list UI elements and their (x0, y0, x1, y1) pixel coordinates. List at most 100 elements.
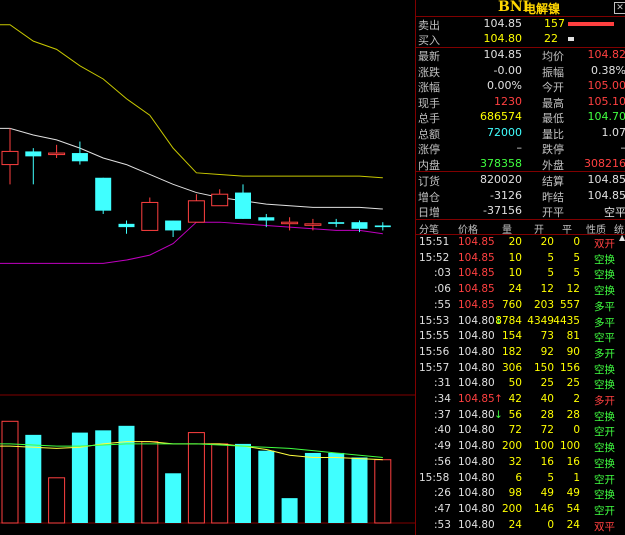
tick-price: 104.85 (458, 283, 495, 296)
bid-row: 买入 104.80 22 (416, 32, 625, 47)
tick-type: 空开 (594, 473, 615, 486)
mid-band-line (0, 127, 383, 210)
tick-price: 104.85 (458, 298, 495, 311)
tick-open: 25 (540, 377, 554, 390)
tick-time: 15:53 (419, 314, 450, 327)
tick-time: :40 (434, 424, 451, 437)
col-header-time: 分笔 (419, 225, 439, 236)
tick-row[interactable]: :03 104.85 10 5 5 空换 (416, 267, 625, 282)
candle-body (71, 153, 88, 162)
tick-row[interactable]: :26 104.80 98 49 49 空换 (416, 487, 625, 502)
tick-arrow: ↑ (494, 393, 503, 405)
quote-value: -0.00 (493, 63, 522, 77)
quote-value: 308216 (584, 156, 625, 170)
tick-row[interactable]: :47 104.80 200 146 54 空开 (416, 503, 625, 518)
tick-type: 空开 (594, 426, 615, 439)
ask-volume: 157 (544, 17, 565, 30)
bid-volume-bar (568, 37, 575, 41)
tick-type: 双开 (594, 238, 615, 250)
tick-open: 0 (547, 518, 554, 531)
quote-value: 0.00% (487, 79, 522, 92)
col-header-stat: 统 (614, 225, 624, 236)
tick-price: 104.80 (458, 345, 495, 358)
quote-row: 现手 1230 最高 105.10 (416, 95, 625, 110)
bid-label: 买入 (418, 34, 440, 47)
close-icon[interactable]: ✕ (614, 2, 625, 14)
tick-volume: 72 (508, 424, 522, 437)
quote-row: 最新 104.85 均价 104.82 (416, 48, 625, 63)
tick-open: 100 (533, 440, 554, 453)
tick-price: 104.80 (458, 487, 495, 500)
ask-price: 104.85 (483, 17, 523, 30)
quote-value: 686574 (480, 110, 522, 123)
candle-body (211, 193, 229, 207)
tick-volume: 6 (515, 471, 522, 484)
tick-volume: 56 (508, 408, 522, 421)
quote-row: 涨跌 -0.00 振幅 0.38% (416, 64, 625, 79)
tick-row[interactable]: :56 104.80 32 16 16 空换 (416, 456, 625, 471)
tick-volume: 760 (501, 298, 522, 311)
tick-volume: 200 (501, 502, 522, 515)
col-header-open: 开 (534, 225, 544, 236)
tick-row[interactable]: :34 104.85 ↑ 42 40 2 多开 (416, 393, 625, 408)
tick-row[interactable]: :40 104.80 72 72 0 空开 (416, 424, 625, 439)
tick-row[interactable]: :31 104.80 50 25 25 空换 (416, 377, 625, 392)
tick-volume: 8784 (495, 314, 522, 327)
volume-bar (211, 443, 229, 524)
candle-body (165, 220, 182, 231)
tick-price: 104.85 (458, 236, 495, 248)
tick-type: 多平 (594, 316, 615, 329)
tick-row[interactable]: 15:53 104.80 ↓ 8784 4349 4435 多平 (416, 315, 625, 330)
tick-row[interactable]: :49 104.80 200 100 100 空换 (416, 440, 625, 455)
tick-price: 104.85 (458, 267, 495, 280)
tick-price: 104.80 (458, 518, 495, 531)
tick-type: 空换 (594, 410, 615, 423)
position-label: 订货 (418, 175, 440, 188)
quote-value: 378358 (480, 156, 522, 170)
tick-price: 104.80 (458, 377, 495, 390)
scroll-up-icon[interactable]: ▲ (619, 233, 625, 242)
tick-volume: 24 (508, 518, 522, 531)
tick-row[interactable]: :55 104.85 760 203 557 多平 (416, 299, 625, 314)
quote-label: 最低 (542, 112, 564, 125)
quote-label: 涨跌 (418, 65, 440, 79)
tick-close: 5 (573, 267, 580, 280)
tick-price: 104.80 (458, 361, 495, 374)
tick-open: 73 (540, 330, 554, 343)
tick-open: 5 (547, 471, 554, 484)
quote-value: 105.10 (587, 94, 625, 108)
quote-value: 1.07 (601, 125, 625, 139)
candle-body (304, 223, 322, 226)
tick-close: 4435 (553, 314, 580, 327)
kline-chart[interactable] (0, 0, 415, 535)
bid-price: 104.80 (483, 32, 523, 45)
tick-row[interactable]: 15:52 104.85 10 5 5 空换 (416, 252, 625, 267)
volume-bar (374, 459, 392, 524)
tick-row[interactable]: 15:58 104.80 6 5 1 空开 (416, 472, 625, 487)
tick-time: 15:55 (419, 330, 450, 343)
tick-table-header: 分笔 价格 量 开 平 性质 统 (416, 221, 625, 236)
position-value: 空平 (604, 206, 625, 219)
quote-value: 105.00 (587, 79, 625, 92)
volume-bar (351, 457, 368, 523)
candle-body (328, 222, 345, 224)
ask-volume-bar (568, 22, 614, 26)
tick-time: 15:57 (419, 361, 450, 374)
tick-type: 空换 (594, 253, 615, 266)
quote-label: 量比 (542, 127, 564, 141)
quote-label: 总额 (418, 127, 440, 141)
tick-time: :31 (434, 377, 451, 390)
tick-row[interactable]: 15:51 104.85 20 20 0 双开 (416, 236, 625, 251)
tick-open: 40 (540, 393, 554, 405)
tick-row[interactable]: 15:55 104.80 154 73 81 空平 (416, 330, 625, 345)
position-value: -37156 (483, 204, 522, 217)
tick-type: 空换 (594, 285, 615, 298)
quote-row: 涨幅 0.00% 今开 105.00 (416, 79, 625, 94)
tick-row[interactable]: :37 104.80 ↓ 56 28 28 空换 (416, 409, 625, 424)
tick-row[interactable]: :53 104.80 24 0 24 双平 (416, 519, 625, 534)
tick-row[interactable]: :06 104.85 24 12 12 空换 (416, 283, 625, 298)
tick-time: :06 (434, 283, 451, 296)
tick-row[interactable]: 15:56 104.80 182 92 90 多开 (416, 346, 625, 361)
tick-row[interactable]: 15:57 104.80 306 150 156 空换 (416, 362, 625, 377)
tick-close: 28 (566, 408, 580, 421)
